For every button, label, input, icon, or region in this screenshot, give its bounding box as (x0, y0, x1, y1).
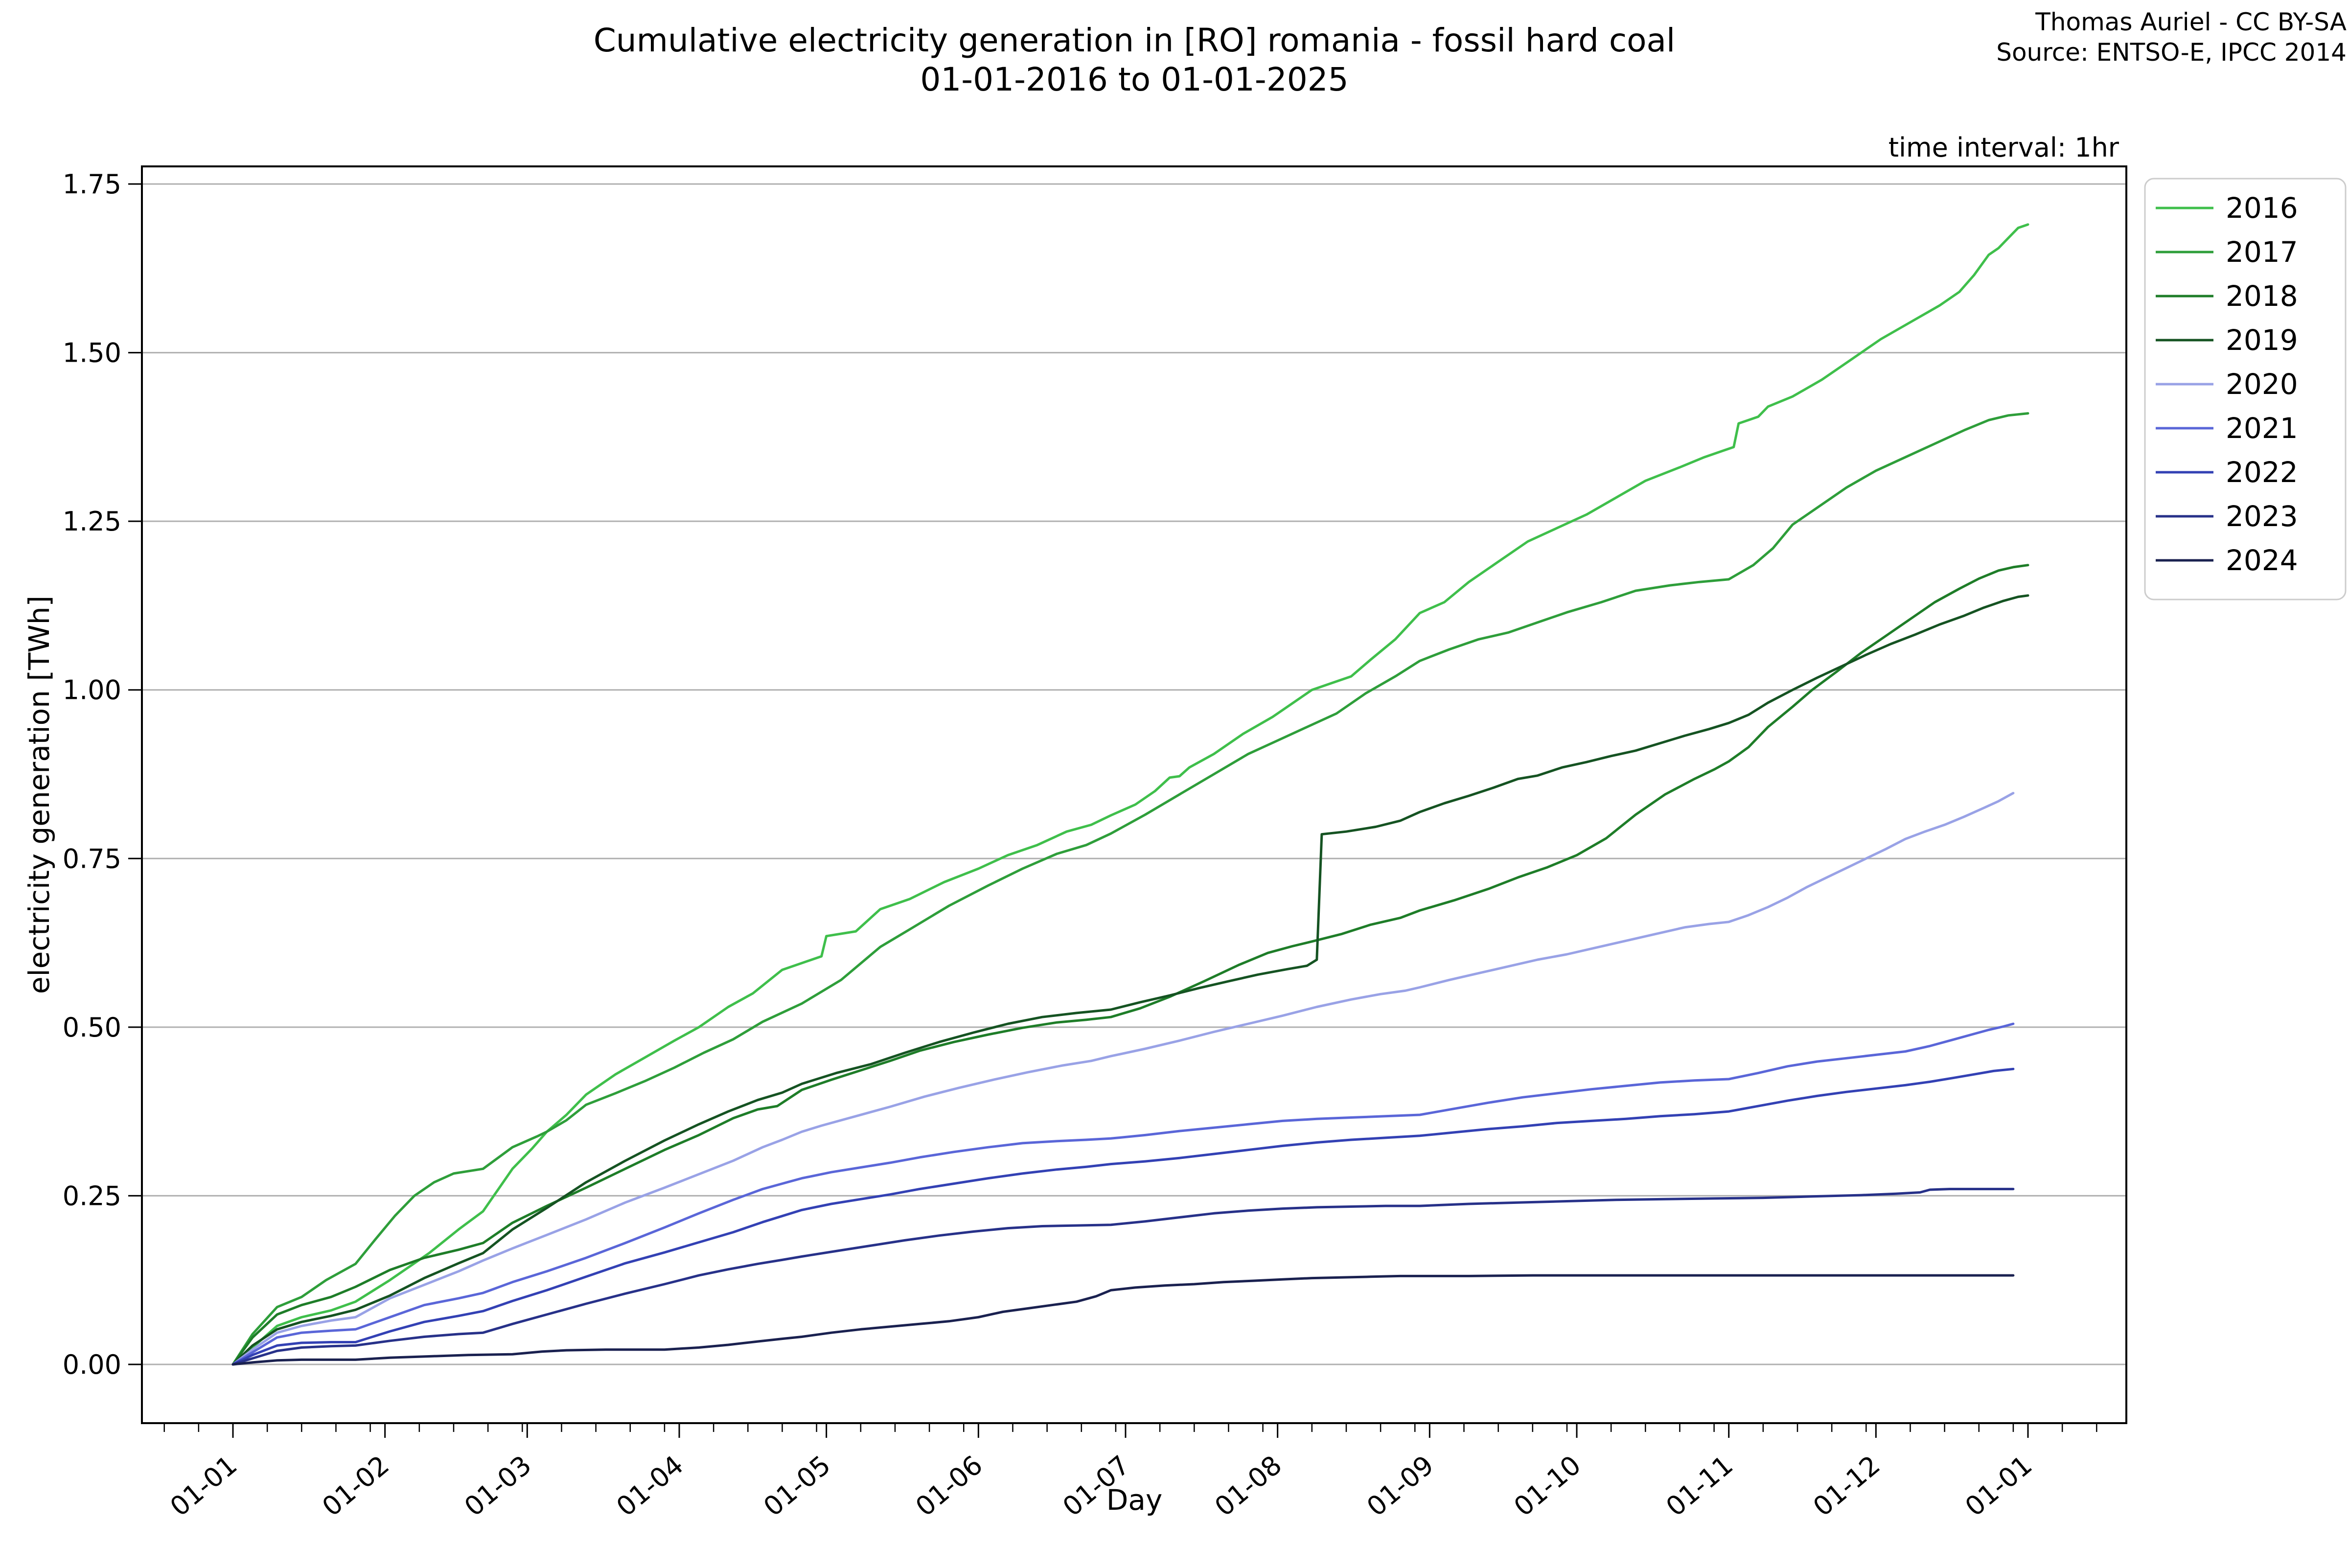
chart-title-line2: 01-01-2016 to 01-01-2025 (920, 61, 1348, 98)
legend: 2016 2017 2018 2019 2020 2021 2022 2023 2024 (2144, 178, 2347, 600)
attribution-line2: Source: ENTSO-E, IPCC 2014 (1996, 38, 2347, 67)
series-lines (231, 223, 2029, 1366)
chart-title-line1: Cumulative electricity generation in [RO… (594, 22, 1676, 59)
series-line-2019 (231, 594, 2029, 1366)
series-line-2017 (231, 412, 2029, 1366)
y-axis-label: electricity generation [TWh] (23, 596, 56, 994)
legend-label: 2022 (2226, 456, 2298, 489)
gridlines (142, 183, 2126, 1365)
x-tick-label: 01-03 (459, 1450, 537, 1522)
x-tick-label: 01-09 (1361, 1450, 1440, 1522)
x-tick-label: 01-10 (1508, 1450, 1587, 1522)
x-tick-label: 01-06 (910, 1450, 989, 1522)
x-tick-label: 01-08 (1209, 1450, 1288, 1522)
attribution-line1: Thomas Auriel - CC BY-SA (2035, 8, 2347, 36)
legend-frame (2144, 178, 2347, 600)
series-line-2018 (231, 564, 2029, 1366)
legend-label: 2019 (2226, 323, 2298, 357)
legend-label: 2017 (2226, 235, 2298, 269)
y-tick-label: 1.00 (63, 675, 121, 706)
legend-label: 2023 (2226, 500, 2298, 533)
series-line-2023 (231, 1188, 2015, 1366)
y-tick-label: 1.25 (63, 506, 121, 537)
legend-label: 2018 (2226, 279, 2298, 313)
x-tick-label: 01-01 (1959, 1450, 2038, 1522)
series-line-2020 (231, 792, 2015, 1366)
x-tick-label: 01-01 (164, 1450, 243, 1522)
y-tick-label: 1.75 (63, 169, 121, 200)
series-line-2016 (231, 223, 2029, 1366)
y-tick-label: 0.75 (63, 843, 121, 874)
legend-label: 2016 (2226, 191, 2298, 225)
series-line-2024 (231, 1274, 2015, 1366)
y-tick-label: 0.00 (63, 1349, 121, 1380)
y-tick-label: 0.25 (63, 1180, 121, 1211)
legend-label: 2021 (2226, 412, 2298, 445)
y-tick-label: 0.50 (63, 1012, 121, 1043)
legend-label: 2024 (2226, 544, 2298, 577)
x-tick-label: 01-12 (1807, 1450, 1886, 1522)
x-tick-label: 01-05 (758, 1450, 836, 1522)
series-line-2021 (231, 1022, 2015, 1366)
y-tick-label: 1.50 (63, 338, 121, 369)
legend-label: 2020 (2226, 368, 2298, 401)
x-axis-label: Day (1106, 1483, 1163, 1517)
y-axis-ticks: 0.00 0.25 0.50 0.75 1.00 1.25 1.50 1.75 (63, 169, 142, 1380)
time-interval-note: time interval: 1hr (1888, 132, 2119, 163)
x-tick-label: 01-02 (316, 1450, 395, 1522)
x-tick-label: 01-11 (1660, 1450, 1739, 1522)
series-line-2022 (231, 1067, 2015, 1366)
plot-border (141, 165, 2127, 1424)
x-tick-label: 01-04 (611, 1450, 690, 1522)
